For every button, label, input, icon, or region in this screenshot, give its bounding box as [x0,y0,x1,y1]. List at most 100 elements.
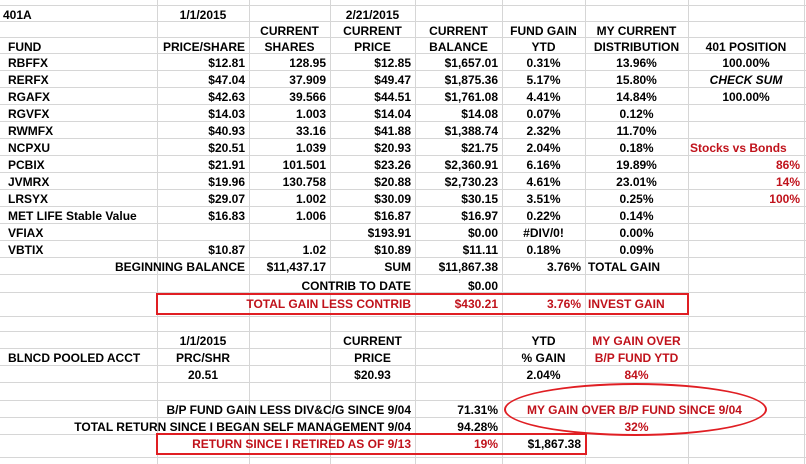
gridline [0,292,806,293]
fund-shares: 37.909 [289,73,326,87]
check-sum-value: 100.00% [722,90,770,104]
pooled-price-value: $20.93 [354,368,391,382]
fund-name: RERFX [8,73,49,87]
header-shares: SHARES [264,40,315,54]
gridline [0,189,806,190]
my-gain-over-value: 32% [624,420,649,434]
gridline [0,5,806,6]
pooled-gain-value: 2.04% [526,368,561,382]
fund-dist: 0.14% [619,209,654,223]
gridline [804,0,805,464]
stocks-vs-bonds-label: Stocks vs Bonds [690,141,787,155]
invest-gain-highlight-box [156,293,689,315]
position-value: 100.00% [722,56,770,70]
pooled-pct-gain: % GAIN [521,351,566,365]
pooled-current: CURRENT [343,334,402,348]
fund-dist: 19.89% [616,158,657,172]
gridline [0,87,806,88]
fund-name: PCBIX [8,158,45,172]
fund-price: $20.93 [374,141,411,155]
header-current-shares: CURRENT [260,24,319,38]
fund-ytd: 4.61% [526,175,561,189]
sum-label: SUM [384,260,411,274]
fund-dist: 0.00% [619,226,654,240]
gridline [0,400,806,401]
total-gain-pct: 3.76% [546,260,581,274]
fund-price: $30.09 [374,192,411,206]
retired-pct: 19% [473,437,498,451]
fund-ytd: 2.04% [526,141,561,155]
fund-name: MET LIFE Stable Value [8,209,137,223]
header-price-share: PRICE/SHARE [162,40,245,54]
contrib-label: CONTRIB TO DATE [301,279,411,293]
fund-balance: $0.00 [467,226,498,240]
gridline [0,138,806,139]
less-contrib-label: TOTAL GAIN LESS CONTRIB [246,297,411,311]
fund-shares: 33.16 [295,124,326,138]
fund-price: $193.91 [367,226,411,240]
fund-price: $10.89 [374,243,411,257]
fund-balance: $16.97 [461,209,498,223]
fund-dist: 0.12% [619,107,654,121]
gridline [0,155,806,156]
header-price: PRICE [354,40,391,54]
bp-fund-gain-value: 71.31% [457,403,498,417]
pooled-acct-label: BLNCD POOLED ACCT [8,351,141,365]
header-distribution: DISTRIBUTION [593,40,680,54]
header-my-current: MY CURRENT [596,24,677,38]
total-pct: 100% [769,192,800,206]
gridline [0,37,806,38]
contrib-value: $0.00 [467,279,498,293]
pooled-prc-value: 20.51 [187,368,219,382]
gridline [0,331,806,332]
header-current-balance: CURRENT [429,24,488,38]
gridline [0,21,806,22]
pooled-prc-shr: PRC/SHR [175,351,230,365]
fund-ytd: 0.31% [526,56,561,70]
pooled-ytd: YTD [531,334,556,348]
fund-price-share: $20.51 [208,141,245,155]
fund-name: RGVFX [8,107,50,121]
fund-price-share: $12.81 [208,56,245,70]
fund-price: $44.51 [374,90,411,104]
gridline [688,0,689,464]
fund-price: $20.88 [374,175,411,189]
fund-shares: 1.006 [295,209,326,223]
fund-name: RWMFX [8,124,54,138]
gridline [0,257,806,258]
fund-dist: 23.01% [616,175,657,189]
gridline [0,172,806,173]
fund-ytd: 5.17% [526,73,561,87]
header-ytd: YTD [531,40,556,54]
fund-price-share: $29.07 [208,192,245,206]
fund-shares: 1.039 [295,141,326,155]
fund-dist: 11.70% [616,124,657,138]
fund-shares: 1.02 [302,243,326,257]
fund-price: $23.26 [374,158,411,172]
fund-shares: 1.003 [295,107,326,121]
gridline [0,382,806,383]
my-gain-highlight-ellipse [504,383,767,436]
fund-balance: $2,730.23 [444,175,498,189]
fund-shares: 130.758 [282,175,326,189]
fund-price: $12.85 [374,56,411,70]
check-sum-label: CHECK SUM [709,73,783,87]
fund-price-share [157,225,249,242]
sum-value: $11,867.38 [438,260,498,274]
beginning-balance-value: $11,437.17 [266,260,326,274]
fund-price: $14.04 [374,107,411,121]
fund-price-share: $21.91 [208,158,245,172]
fund-ytd: 6.16% [526,158,561,172]
pooled-my-gain-over: MY GAIN OVER [592,334,681,348]
gridline [0,223,806,224]
invest-gain-label: INVEST GAIN [588,297,665,311]
fund-price: $49.47 [374,73,411,87]
fund-balance: $2,360.91 [444,158,498,172]
gridline [0,457,806,458]
gridline [330,0,331,464]
fund-ytd: 2.32% [526,124,561,138]
fund-price-share: $19.96 [208,175,245,189]
fund-name: VFIAX [8,226,44,240]
gridline [249,0,250,464]
